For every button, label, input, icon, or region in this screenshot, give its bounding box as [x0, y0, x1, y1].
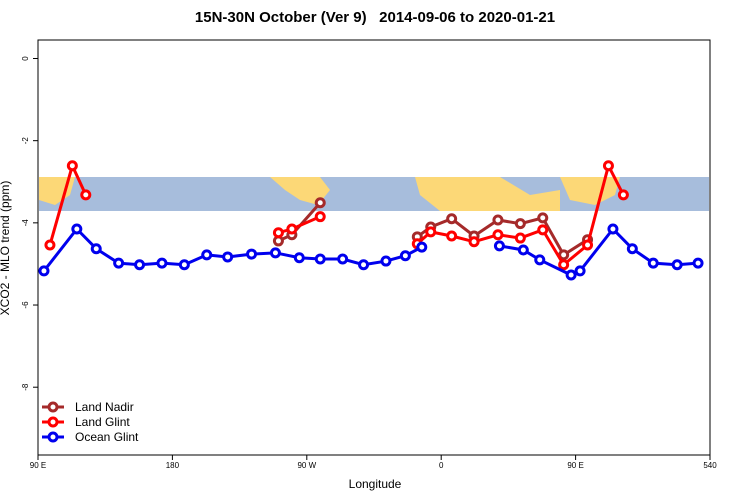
legend-marker: [47, 401, 59, 413]
legend-label: Land Nadir: [75, 400, 134, 414]
world-map-band: [39, 177, 709, 211]
point: [446, 213, 458, 225]
point: [514, 218, 526, 230]
point: [574, 265, 586, 277]
map-land: [270, 177, 330, 205]
y-axis-label: XCO2 - MLO trend (ppm): [0, 181, 12, 316]
legend-marker: [47, 431, 59, 443]
point: [314, 211, 326, 223]
point: [626, 243, 638, 255]
point: [514, 232, 526, 244]
point: [156, 257, 168, 269]
point: [71, 223, 83, 235]
y-tick-label: -6: [21, 301, 30, 309]
point: [602, 160, 614, 172]
point: [293, 252, 305, 264]
point: [692, 257, 704, 269]
point: [534, 254, 546, 266]
point: [269, 247, 281, 259]
point: [446, 230, 458, 242]
x-tick-label: 90 E: [30, 461, 46, 470]
point: [517, 244, 529, 256]
point: [399, 250, 411, 262]
point: [558, 249, 570, 261]
point: [286, 223, 298, 235]
plot-frame: [37, 39, 711, 456]
point: [358, 259, 370, 271]
point: [607, 223, 619, 235]
y-tick-label: -4: [21, 219, 30, 227]
x-tick-label: 90 W: [297, 461, 316, 470]
point: [134, 259, 146, 271]
map-land: [415, 177, 560, 211]
x-tick-label: 180: [166, 461, 180, 470]
point: [337, 253, 349, 265]
point: [90, 243, 102, 255]
point: [537, 212, 549, 224]
point: [647, 257, 659, 269]
x-tick-label: 540: [703, 461, 717, 470]
point: [416, 241, 428, 253]
point: [565, 269, 577, 281]
point: [113, 257, 125, 269]
point: [537, 224, 549, 236]
x-axis-label: Longitude: [349, 477, 402, 491]
point: [493, 240, 505, 252]
point: [558, 259, 570, 271]
point: [492, 229, 504, 241]
point: [617, 189, 629, 201]
chart-title: 15N-30N October (Ver 9) 2014-09-06 to 20…: [195, 9, 555, 26]
x-tick-label: 0: [439, 461, 444, 470]
point: [272, 227, 284, 239]
point: [314, 197, 326, 209]
point: [246, 248, 258, 260]
point: [468, 236, 480, 248]
y-tick-label: -8: [21, 383, 30, 391]
point: [492, 214, 504, 226]
point: [66, 160, 78, 172]
point: [201, 249, 213, 261]
point: [80, 189, 92, 201]
point: [314, 253, 326, 265]
legend-marker: [47, 416, 59, 428]
point: [671, 259, 683, 271]
legend-label: Land Glint: [75, 415, 130, 429]
point: [38, 265, 50, 277]
y-tick-label: -2: [21, 137, 30, 145]
point: [222, 251, 234, 263]
point: [380, 255, 392, 267]
point: [178, 259, 190, 271]
y-tick-label: 0: [21, 56, 30, 61]
legend-label: Ocean Glint: [75, 430, 139, 444]
point: [44, 239, 56, 251]
point: [582, 239, 594, 251]
point: [425, 226, 437, 238]
x-tick-label: 90 E: [567, 461, 583, 470]
